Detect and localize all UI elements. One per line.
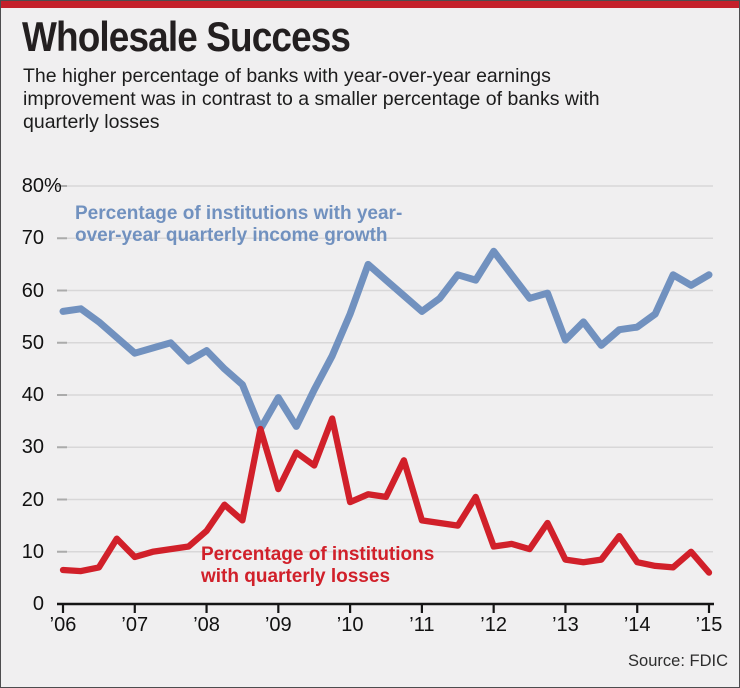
y-axis-percent-suffix: % <box>44 175 62 197</box>
y-axis-label: 10 <box>21 540 44 563</box>
red-series-label: Percentage of institutions with quarterl… <box>201 544 435 587</box>
y-axis-label: 40 <box>21 384 44 406</box>
subtitle-line: improvement was in contrast to a smaller… <box>23 88 600 110</box>
source-credit: Source: FDIC <box>628 652 728 670</box>
x-axis-label: ’13 <box>552 614 579 636</box>
x-axis-label: ’09 <box>264 614 292 636</box>
x-axis-label: ’11 <box>409 614 435 636</box>
x-axis-label: ’08 <box>193 614 220 636</box>
y-axis-label: 60 <box>21 279 44 302</box>
y-axis-label: 30 <box>21 436 44 459</box>
subtitle-line: quarterly losses <box>23 111 160 133</box>
x-axis-label: ’07 <box>121 614 149 636</box>
chart-subtitle: The higher percentage of banks with year… <box>23 65 600 134</box>
chart-title: Wholesale Success <box>22 13 351 60</box>
y-axis-label: 80% <box>21 175 62 197</box>
y-axis-label: 50 <box>21 331 44 354</box>
quarterly-losses-line <box>59 415 713 576</box>
x-axis-label: ’12 <box>480 614 507 636</box>
x-axis-label: ’06 <box>49 614 77 636</box>
y-axis-label: 0 <box>32 593 44 615</box>
x-axis-label: ’10 <box>336 614 364 636</box>
y-axis-label: 70 <box>21 227 44 250</box>
top-accent-bar <box>1 1 739 8</box>
blue-series-label: Percentage of institutions with year- ov… <box>75 203 403 246</box>
subtitle-line: The higher percentage of banks with year… <box>23 65 551 87</box>
y-axis-label: 20 <box>21 488 44 511</box>
income-growth-line <box>59 247 713 433</box>
x-axis-label: ’15 <box>695 614 723 636</box>
x-axis-label: ’14 <box>623 614 651 636</box>
